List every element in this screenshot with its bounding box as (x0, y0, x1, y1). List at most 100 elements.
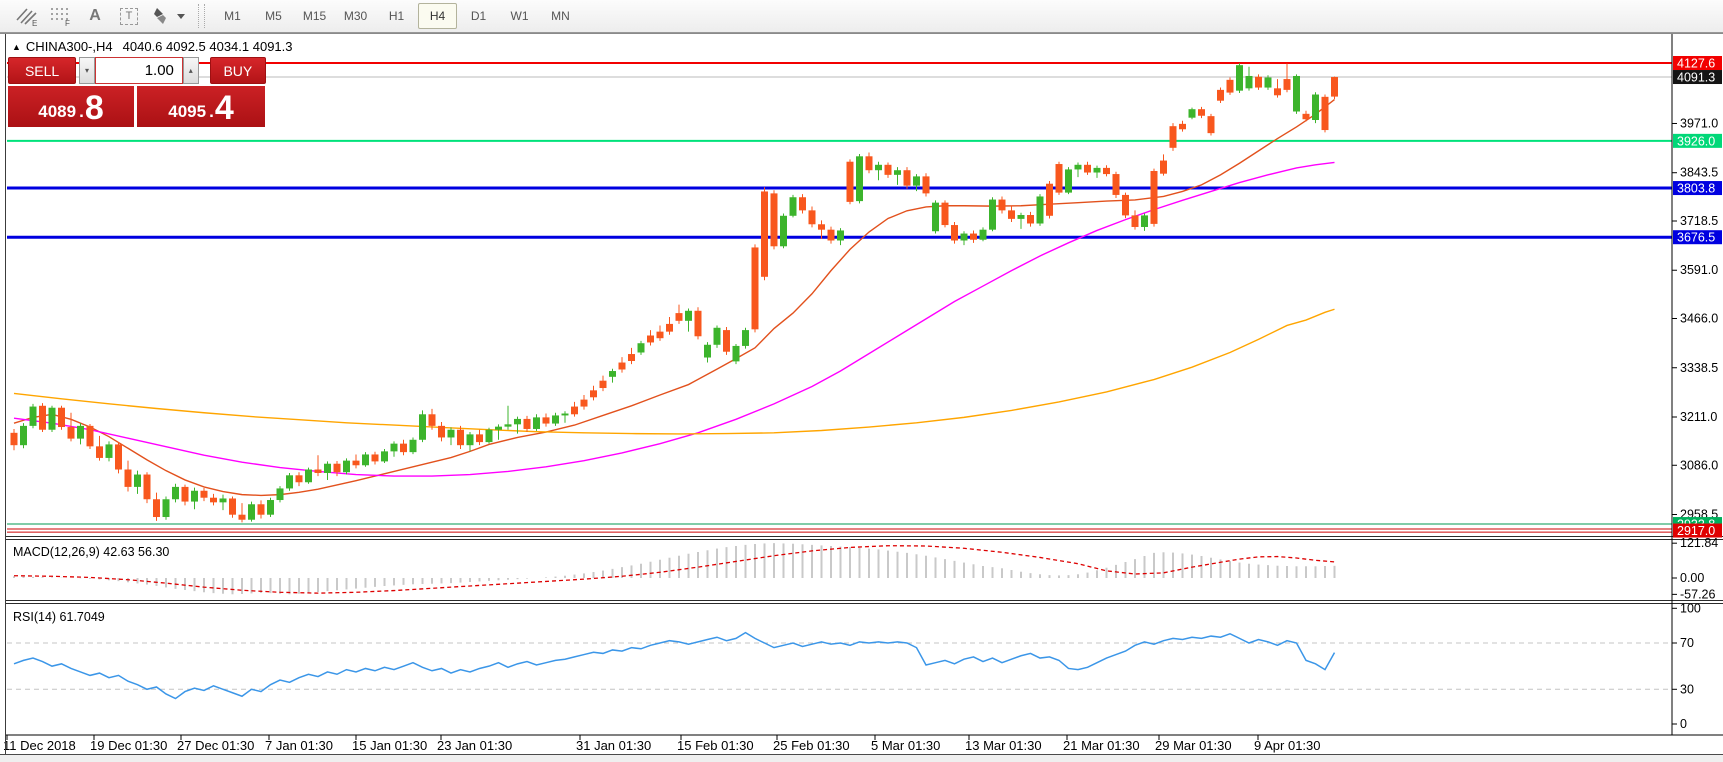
candle-body (1065, 169, 1072, 193)
candle-body (248, 504, 255, 520)
candle-body (257, 504, 265, 515)
timeframe-button-d1[interactable]: D1 (470, 9, 487, 23)
indicators-icon[interactable]: E (10, 3, 44, 29)
candle-body (884, 164, 892, 175)
candle-body (86, 425, 94, 447)
candle-body (514, 418, 521, 425)
candle-body (48, 407, 56, 430)
rsi-label: RSI(14) 61.7049 (13, 610, 105, 624)
text-label-icon[interactable]: A (89, 7, 101, 24)
buy-price-panel[interactable]: 4095. 4 (137, 86, 265, 127)
candle-body (219, 498, 227, 503)
candle-body (704, 344, 711, 358)
candle-body (1179, 123, 1186, 130)
sell-button[interactable]: SELL (8, 57, 77, 84)
rsi-scale-label: 30 (1680, 682, 1694, 696)
price-badge (1673, 70, 1722, 85)
price-tick-label: 3843.5 (1680, 166, 1718, 180)
candle-body (609, 371, 616, 377)
candle-body (457, 429, 464, 446)
candle-body (1264, 77, 1272, 88)
price-badge-label: 3926.0 (1677, 134, 1715, 148)
candle-body (1084, 164, 1091, 173)
candle-body (1027, 215, 1034, 224)
candle-body (485, 429, 493, 443)
moving-average-slow (13, 308, 1335, 435)
price-scale[interactable]: 3971.0 3843.5 3718.5 3591.0 3466.0 3338.5 3211… (1672, 56, 1722, 731)
chart-background (6, 34, 1723, 761)
candle-body (533, 417, 540, 429)
candle-body (143, 474, 151, 500)
grid-icon[interactable]: F (44, 3, 78, 29)
candle-body (1093, 167, 1101, 173)
time-tick-label: 7 Jan 01:30 (265, 738, 333, 753)
candle-body (1302, 113, 1310, 120)
candle-body (10, 432, 18, 446)
time-tick-label: 13 Mar 01:30 (965, 738, 1042, 753)
time-tick-label: 29 Mar 01:30 (1155, 738, 1232, 753)
candle-body (523, 418, 531, 429)
candle-body (666, 323, 673, 332)
candle-body (134, 474, 141, 487)
timeframe-button-m30[interactable]: M30 (343, 9, 368, 23)
price-badge (1673, 523, 1722, 538)
timeframe-button-h1[interactable]: H1 (388, 9, 405, 23)
timeframe-button-w1[interactable]: W1 (510, 9, 529, 23)
candle-body (618, 362, 626, 370)
price-tick-label: 3086.0 (1680, 458, 1718, 472)
candle-body (1217, 89, 1224, 101)
text-box-icon[interactable]: T (112, 3, 146, 29)
candle-body (818, 224, 825, 230)
candle-body (20, 425, 27, 446)
price-tick-label: 3211.0 (1680, 410, 1717, 424)
candle-body (694, 310, 702, 337)
candle-body (77, 425, 84, 439)
buy-price-main: 4095 (168, 102, 207, 121)
time-tick-label: 23 Jan 01:30 (437, 738, 512, 753)
candle-body (295, 475, 303, 483)
timeframe-group: M1 M5 M15 M30 H1 H4 D1 W1 MN (213, 3, 580, 29)
price-badge-label: 4091.3 (1677, 71, 1715, 85)
candle-body (96, 446, 103, 458)
sell-price-panel[interactable]: 4089. 8 (8, 86, 134, 127)
candle-body (428, 414, 436, 426)
candle-body (913, 176, 920, 186)
rsi-scale-label: 0 (1680, 717, 1687, 731)
timeframe-button-m15[interactable]: M15 (302, 9, 327, 23)
candle-body (552, 415, 559, 424)
candle-body (571, 406, 578, 415)
macd-scale-label: 121.84 (1680, 536, 1718, 550)
timeframe-button-mn[interactable]: MN (551, 9, 570, 23)
candle-body (761, 191, 768, 277)
timeframe-button-m5[interactable]: M5 (265, 9, 282, 23)
candle-body (789, 197, 797, 216)
candle-body (1017, 215, 1025, 219)
candle-body (713, 327, 721, 345)
price-badge (1673, 230, 1722, 245)
volume-decrease-button[interactable]: ▾ (79, 57, 95, 84)
candle-body (153, 499, 160, 518)
candle-body (1312, 94, 1319, 121)
volume-increase-button[interactable]: ▴ (182, 57, 199, 84)
candle-body (229, 498, 236, 515)
buy-price-pip: 4 (214, 89, 234, 128)
volume-input[interactable]: 1.00 (94, 57, 183, 84)
time-tick-label: 15 Feb 01:30 (677, 738, 754, 753)
chart-title: ▲ CHINA300-,H4 4040.6 4092.5 4034.1 4091.3 (12, 39, 293, 54)
candle-body (210, 497, 217, 503)
candle-body (124, 469, 132, 487)
candle-body (276, 488, 284, 501)
candle-body (827, 229, 835, 241)
time-tick-label: 19 Dec 01:30 (90, 738, 167, 753)
candle-body (333, 463, 341, 473)
candle-body (1274, 88, 1281, 96)
arrow-tool-icon[interactable] (146, 3, 192, 29)
collapse-marker-icon[interactable]: ▲ (12, 42, 21, 52)
time-axis[interactable]: 11 Dec 2018 19 Dec 01:30 27 Dec 01:30 7 Jan… (3, 735, 1321, 753)
timeframe-button-h4[interactable]: H4 (418, 3, 457, 29)
buy-button[interactable]: BUY (209, 57, 266, 84)
timeframe-button-m1[interactable]: M1 (224, 9, 241, 23)
rsi-scale-label: 70 (1680, 636, 1694, 650)
